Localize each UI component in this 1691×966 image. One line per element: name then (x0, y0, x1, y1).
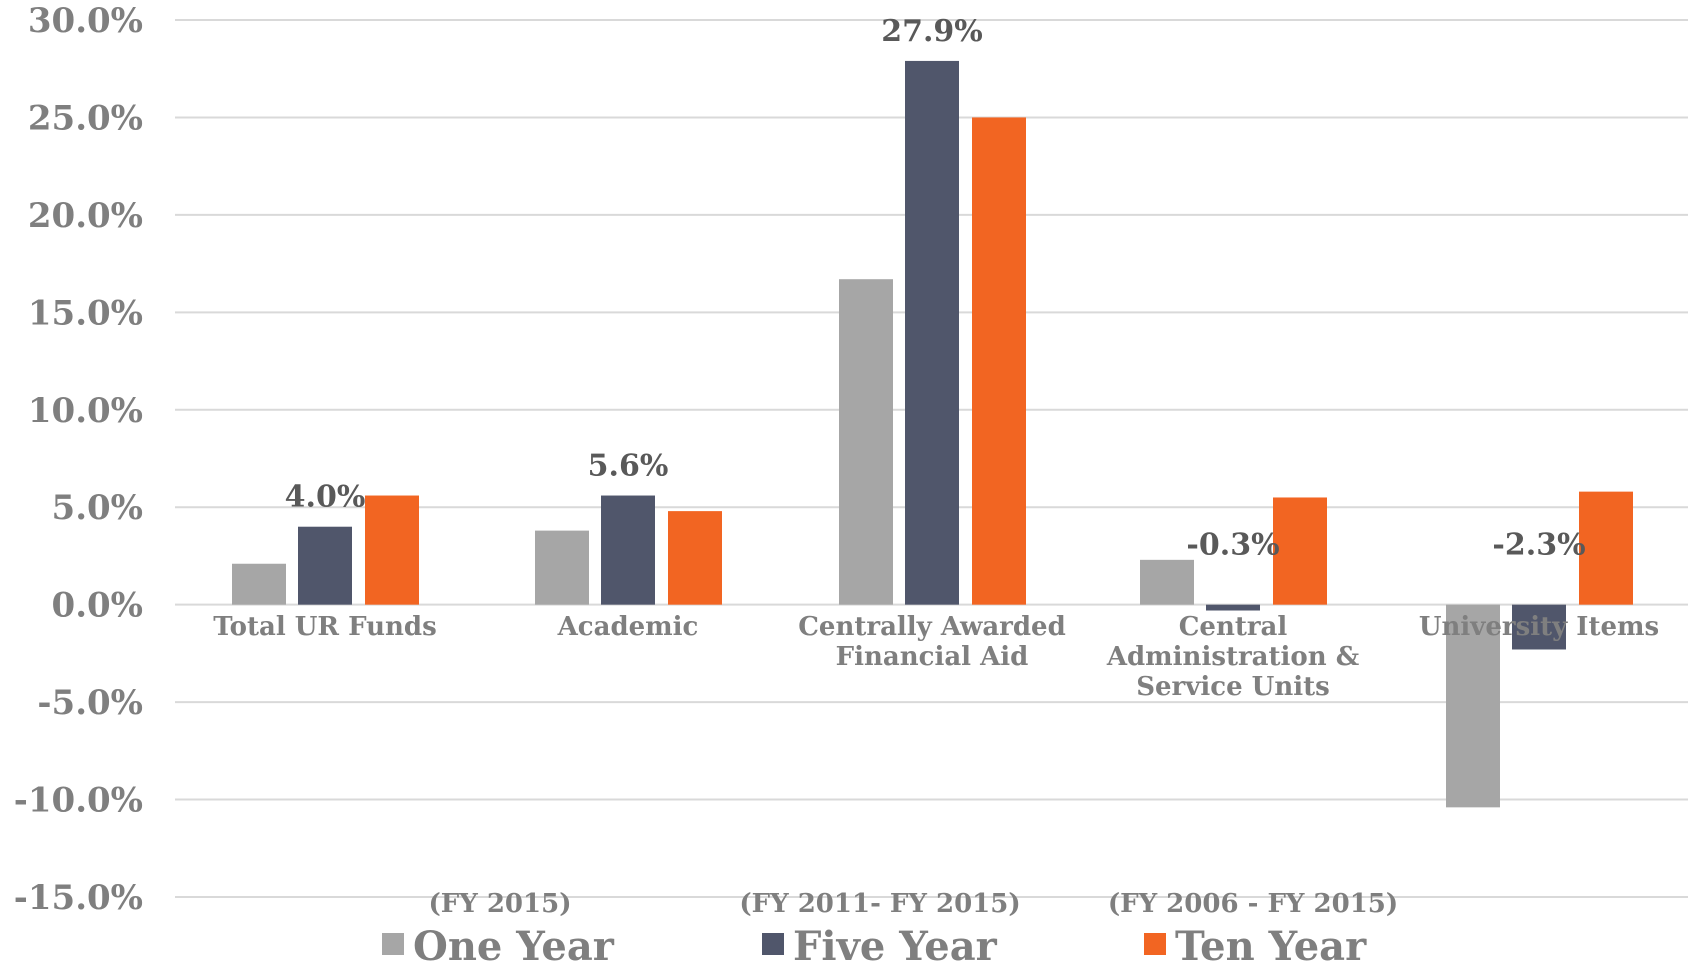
period-label: (FY 2011- FY 2015) (739, 889, 1020, 919)
bar-five-year (601, 495, 655, 605)
legend-swatch-ten-year (1144, 933, 1166, 955)
y-tick-label: -5.0% (37, 683, 143, 723)
bar-ten-year (365, 495, 419, 605)
data-label: -2.3% (1492, 528, 1585, 563)
category-label: University Items (1419, 612, 1659, 642)
bar-five-year (1512, 604, 1566, 650)
y-tick-label: 10.0% (28, 391, 143, 431)
data-label: 5.6% (588, 449, 669, 484)
category-label: Centrally Awarded (798, 612, 1066, 642)
category-label: Academic (557, 612, 699, 642)
bar-five-year (905, 60, 959, 605)
bar-one-year (535, 530, 589, 605)
y-tick-label: -15.0% (14, 878, 143, 918)
period-label: (FY 2015) (428, 889, 571, 919)
bar-one-year (839, 279, 893, 605)
data-label: 4.0% (285, 480, 366, 515)
bar-ten-year (668, 511, 722, 605)
bar-one-year (232, 563, 286, 605)
y-tick-label: -10.0% (14, 781, 143, 821)
data-label: -0.3% (1186, 528, 1279, 563)
y-tick-label: 15.0% (28, 293, 143, 333)
legend-label: Ten Year (1175, 923, 1367, 962)
bar-one-year (1446, 604, 1500, 808)
data-label: 27.9% (881, 14, 983, 49)
bar-ten-year (1273, 497, 1327, 605)
legend-swatch-five-year (762, 933, 784, 955)
category-label: Total UR Funds (213, 612, 436, 642)
category-label: Service Units (1136, 672, 1330, 702)
category-label: Central (1179, 612, 1288, 642)
bar-five-year (298, 526, 352, 605)
period-label: (FY 2006 - FY 2015) (1108, 889, 1398, 919)
legend-label: Five Year (793, 923, 998, 962)
y-tick-label: 30.0% (28, 1, 143, 41)
y-tick-label: 25.0% (28, 98, 143, 138)
y-tick-label: 0.0% (52, 586, 143, 626)
category-label: Administration & (1106, 642, 1359, 672)
y-tick-label: 5.0% (52, 488, 143, 528)
legend-label: One Year (413, 923, 615, 962)
legend-swatch-one-year (382, 933, 404, 955)
bar-ten-year (972, 117, 1026, 605)
category-label: Financial Aid (836, 642, 1029, 672)
bar-five-year (1206, 604, 1260, 611)
bar-ten-year (1579, 491, 1633, 605)
y-tick-label: 20.0% (28, 196, 143, 236)
bar-one-year (1140, 559, 1194, 605)
